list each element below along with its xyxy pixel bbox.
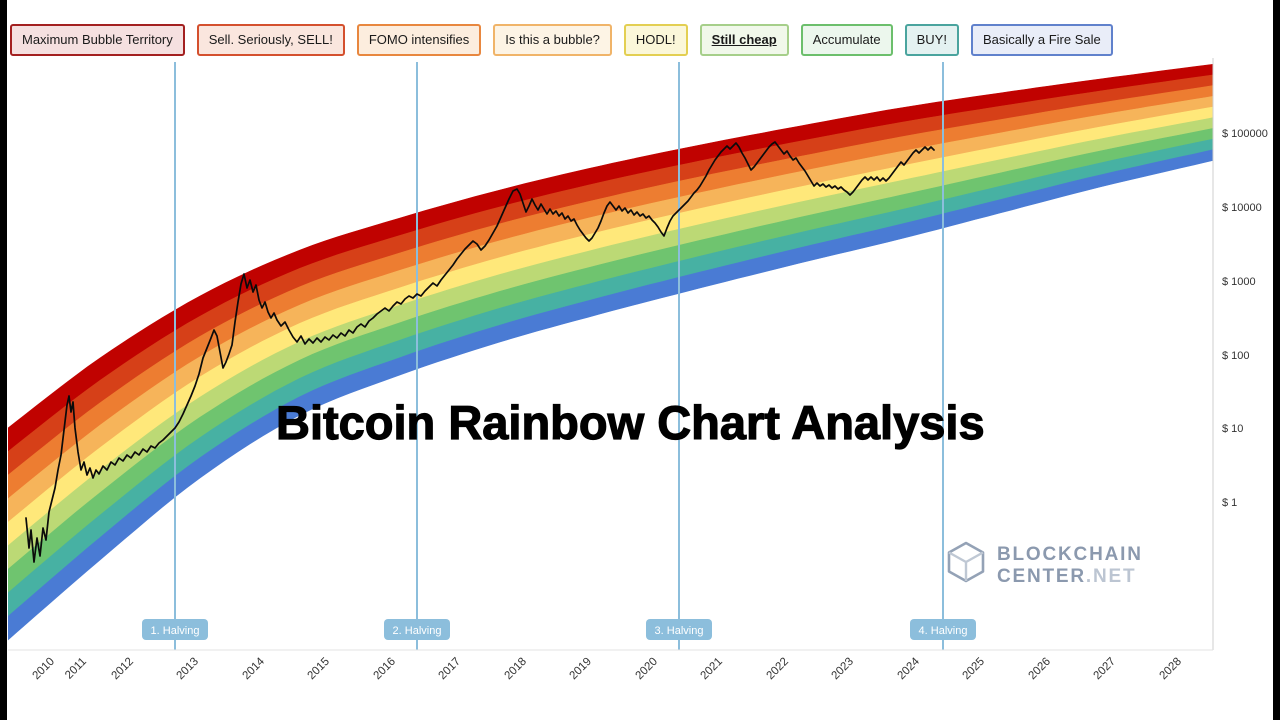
legend-button-9[interactable]: Basically a Fire Sale [970, 24, 1113, 56]
x-tick-2025: 2025 [960, 656, 987, 683]
svg-text:2012: 2012 [109, 656, 136, 683]
svg-text:2025: 2025 [960, 656, 987, 683]
x-tick-2022: 2022 [764, 656, 791, 683]
svg-text:2021: 2021 [698, 656, 725, 683]
svg-text:4. Halving: 4. Halving [919, 625, 968, 637]
x-tick-2019: 2019 [567, 656, 594, 683]
y-tick-2: $ 10000 [1222, 202, 1262, 214]
x-tick-2024: 2024 [895, 655, 922, 682]
x-tick-2014: 2014 [240, 655, 267, 682]
letterbox-left [0, 0, 7, 720]
y-tick-4: $ 100 [1222, 350, 1250, 362]
x-tick-2027: 2027 [1091, 656, 1118, 683]
svg-text:2011: 2011 [63, 656, 89, 682]
halving-marker-2: 2. Halving [384, 619, 450, 640]
svg-text:2019: 2019 [567, 656, 594, 683]
x-tick-2020: 2020 [633, 656, 660, 683]
legend-button-8[interactable]: BUY! [904, 24, 959, 56]
watermark-suffix: .NET [1085, 565, 1137, 587]
svg-text:2022: 2022 [764, 656, 791, 683]
svg-text:2016: 2016 [371, 656, 398, 683]
svg-text:2024: 2024 [895, 655, 922, 682]
x-tick-2012: 2012 [109, 656, 136, 683]
x-tick-2017: 2017 [436, 656, 463, 683]
x-tick-2016: 2016 [371, 656, 398, 683]
letterbox-right [1273, 0, 1280, 720]
x-tick-2011: 2011 [63, 656, 89, 682]
price-line [25, 141, 935, 563]
legend-button-5[interactable]: HODL! [623, 24, 688, 56]
x-tick-2021: 2021 [698, 656, 725, 683]
y-tick-5: $ 10 [1222, 423, 1243, 435]
legend-bar: Maximum Bubble Territory Sell. Seriously,… [10, 24, 1113, 56]
y-tick-3: $ 1000 [1222, 276, 1256, 288]
svg-text:2014: 2014 [240, 655, 267, 682]
watermark-line1: BLOCKCHAIN [997, 544, 1143, 566]
blockchain-center-logo-icon [944, 540, 988, 591]
svg-text:2027: 2027 [1091, 656, 1118, 683]
rainbow-band-9 [8, 149, 1213, 641]
legend-button-7[interactable]: Accumulate [800, 24, 893, 56]
y-tick-1: $ 100000 [1222, 128, 1268, 140]
legend-button-6[interactable]: Still cheap [699, 24, 789, 56]
x-tick-2015: 2015 [305, 656, 332, 683]
svg-text:2013: 2013 [174, 656, 201, 683]
svg-text:3. Halving: 3. Halving [655, 625, 704, 637]
x-tick-2018: 2018 [502, 656, 529, 683]
svg-text:2026: 2026 [1026, 656, 1053, 683]
legend-button-1[interactable]: Maximum Bubble Territory [10, 24, 185, 56]
svg-text:2. Halving: 2. Halving [393, 625, 442, 637]
blockchain-center-watermark: BLOCKCHAIN CENTER.NET [944, 540, 1143, 591]
chart-title: Bitcoin Rainbow Chart Analysis [275, 395, 985, 449]
watermark-line2: CENTER.NET [997, 565, 1137, 587]
watermark-text: BLOCKCHAIN CENTER.NET [997, 544, 1143, 587]
legend-button-2[interactable]: Sell. Seriously, SELL! [196, 24, 345, 56]
x-tick-2023: 2023 [829, 656, 856, 683]
legend-button-3[interactable]: FOMO intensifies [356, 24, 482, 56]
halving-marker-1: 1. Halving [142, 619, 208, 640]
legend-button-4[interactable]: Is this a bubble? [493, 24, 612, 56]
svg-text:2017: 2017 [436, 656, 463, 683]
y-tick-6: $ 1 [1222, 497, 1237, 509]
x-tick-2026: 2026 [1026, 656, 1053, 683]
halving-marker-4: 4. Halving [910, 619, 976, 640]
svg-text:2020: 2020 [633, 656, 660, 683]
x-tick-2028: 2028 [1157, 656, 1184, 683]
halving-marker-3: 3. Halving [646, 619, 712, 640]
svg-text:2010: 2010 [30, 656, 57, 683]
x-tick-2010: 2010 [30, 656, 57, 683]
svg-text:2023: 2023 [829, 656, 856, 683]
x-tick-2013: 2013 [174, 656, 201, 683]
svg-text:1. Halving: 1. Halving [151, 625, 200, 637]
svg-text:2015: 2015 [305, 656, 332, 683]
svg-text:2018: 2018 [502, 656, 529, 683]
svg-text:2028: 2028 [1157, 656, 1184, 683]
